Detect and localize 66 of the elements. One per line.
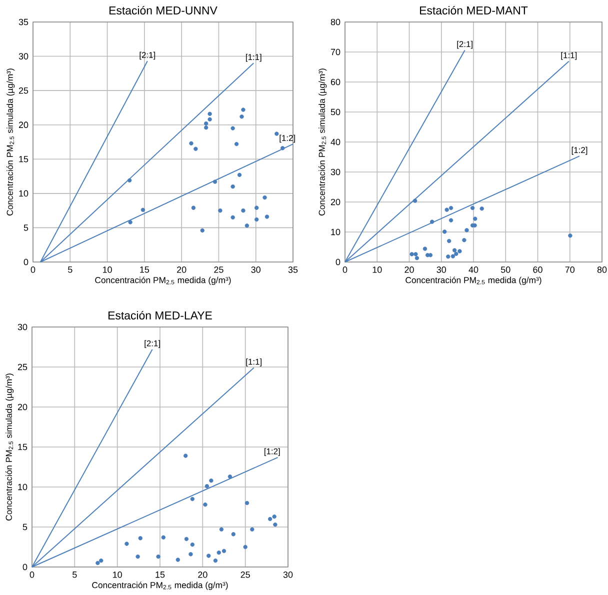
y-axis-title: Concentración PM$_{2.5}$ simulada (µg/m³)	[6, 68, 15, 216]
x-tick-label: 10	[372, 266, 382, 273]
x-tick-label: 20	[404, 266, 414, 273]
x-tick-label: 60	[533, 266, 542, 273]
series-label: [1:2]	[264, 448, 280, 456]
x-tick-label: 80	[597, 266, 607, 273]
x-tick-label: 5	[72, 572, 77, 578]
x-tick-label: 5	[68, 266, 72, 273]
x-axis-title: Concentración PM$_{2.5}$ medida (g/m³)	[92, 582, 228, 590]
y-tick-label: 0	[24, 258, 28, 266]
y-tick-label: 15	[19, 156, 28, 162]
y-tick-label: 5	[24, 224, 28, 231]
chart-title: Estación MED-LAYE	[108, 310, 212, 320]
x-tick-label: 25	[240, 572, 250, 578]
x-axis-title: Concentración PM$_{2.5}$ medida (g/m³)	[406, 276, 542, 285]
chart-title: Estación MED-UNNV	[110, 6, 218, 14]
y-tick-label: 0	[336, 258, 340, 266]
x-tick-label: 10	[102, 266, 112, 273]
y-tick-label: 30	[18, 324, 28, 330]
x-tick-label: 10	[113, 572, 122, 578]
x-tick-label: 40	[468, 266, 478, 273]
y-tick-label: 35	[18, 18, 28, 26]
y-tick-label: 70	[330, 48, 340, 56]
series-label: [1:2]	[572, 146, 588, 155]
x-tick-label: 70	[565, 266, 575, 273]
y-axis-title: Concentración PM$_{2.5}$ simulada (µg/m³)	[318, 68, 327, 216]
y-axis-title: Concentración PM$_{2.5}$ simulada (µg/m³)	[5, 374, 14, 520]
x-tick-label: 20	[198, 572, 208, 578]
x-tick-label: 30	[283, 572, 293, 578]
series-label: [1:2]	[280, 134, 295, 143]
chart-title: Estación MED-MANT	[420, 6, 528, 14]
y-tick-label: 80	[330, 18, 340, 26]
x-tick-label: 20	[177, 266, 186, 273]
x-tick-label: 30	[436, 266, 446, 273]
y-tick-label: 40	[330, 138, 340, 146]
x-tick-label: 0	[30, 572, 34, 578]
y-tick-label: 10	[19, 190, 28, 197]
x-tick-label: 15	[140, 266, 150, 273]
y-tick-label: 15	[18, 444, 28, 450]
x-tick-label: 30	[251, 266, 260, 273]
x-tick-label: 0	[342, 266, 348, 273]
series-label: [1:1]	[246, 54, 262, 62]
y-tick-label: 10	[331, 228, 340, 236]
y-tick-label: 20	[18, 404, 28, 410]
y-tick-label: 25	[18, 364, 28, 370]
series-label: [2:1]	[140, 52, 156, 60]
y-tick-label: 30	[330, 168, 340, 176]
series-label: [1:1]	[561, 52, 577, 60]
y-tick-label: 5	[22, 524, 28, 530]
series-label: [2:1]	[144, 340, 160, 348]
y-tick-label: 20	[330, 198, 340, 206]
x-tick-label: 25	[214, 266, 224, 273]
x-tick-label: 0	[30, 266, 36, 273]
y-tick-label: 10	[18, 484, 28, 490]
x-axis-title: Concentración PM$_{2.5}$ medida (g/m³)	[95, 276, 231, 285]
series-label: [2:1]	[457, 40, 472, 49]
series-label: [1:1]	[246, 358, 262, 366]
y-tick-label: 50	[330, 108, 340, 116]
x-tick-label: 35	[288, 266, 298, 273]
y-tick-label: 0	[22, 564, 28, 570]
y-tick-label: 30	[18, 53, 28, 60]
x-tick-label: 50	[501, 266, 510, 273]
x-tick-label: 15	[156, 572, 165, 578]
y-tick-label: 25	[18, 87, 28, 94]
y-tick-label: 20	[18, 122, 28, 128]
y-tick-label: 60	[330, 78, 340, 86]
